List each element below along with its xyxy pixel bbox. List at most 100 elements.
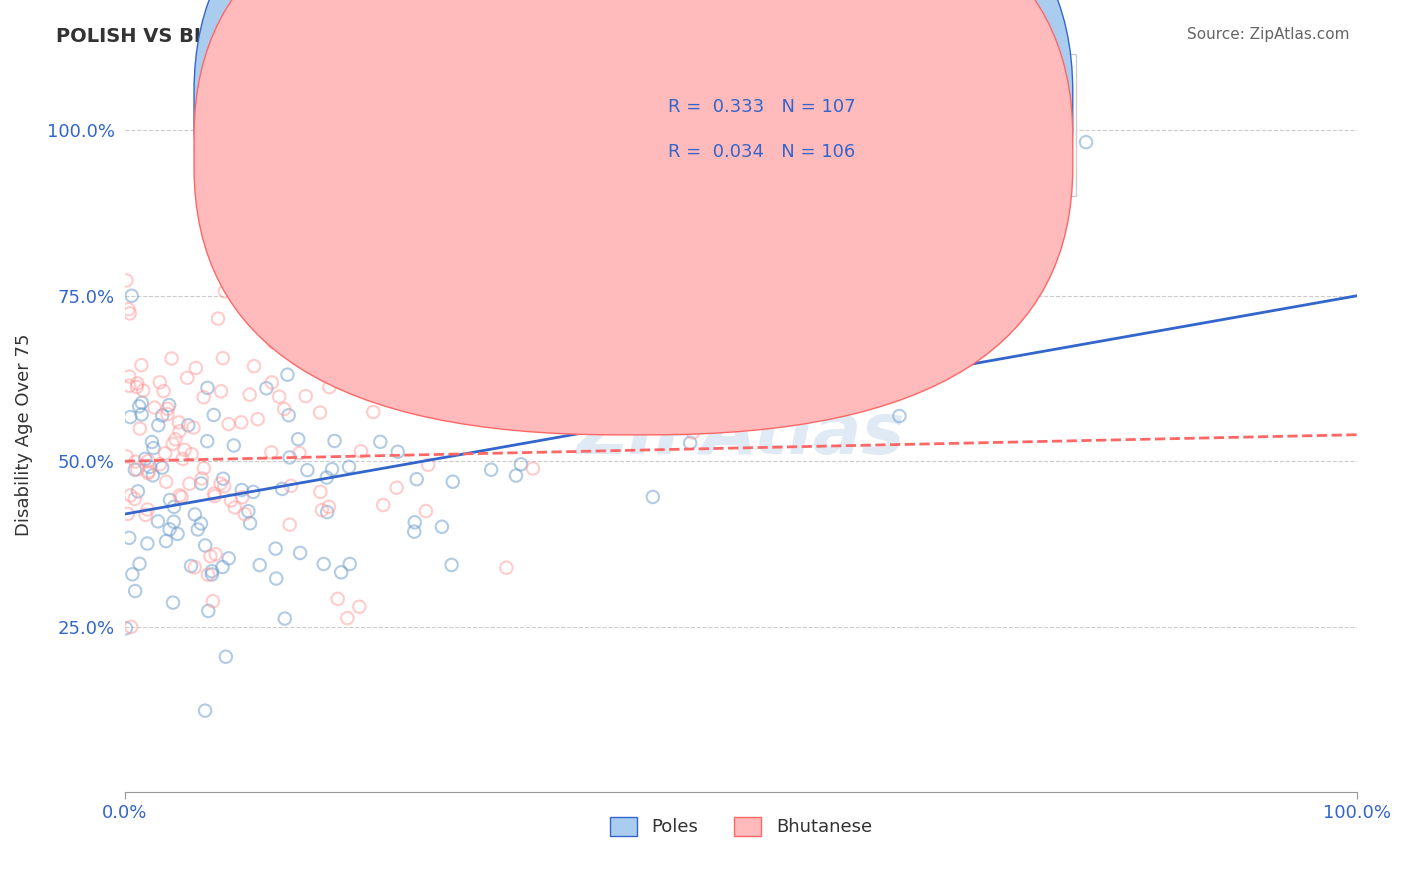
Point: [194, 704, 217, 718]
Point: [135, 508, 157, 522]
Point: [323, 434, 346, 448]
Text: POLISH VS BHUTANESE DISABILITY AGE OVER 75 CORRELATION CHART: POLISH VS BHUTANESE DISABILITY AGE OVER …: [56, 27, 830, 45]
Point: [509, 457, 531, 471]
Point: [318, 380, 340, 394]
Point: [1074, 135, 1097, 149]
Point: [263, 327, 285, 342]
Point: [278, 450, 301, 465]
Point: [231, 415, 253, 429]
Point: [176, 371, 198, 385]
Point: [214, 285, 236, 299]
Point: [170, 490, 193, 504]
Point: [505, 468, 527, 483]
Point: [142, 468, 165, 483]
Point: [157, 398, 180, 412]
Point: [150, 409, 173, 423]
Point: [387, 444, 409, 458]
Point: [117, 507, 139, 521]
Point: [134, 451, 156, 466]
Point: [128, 400, 150, 414]
Point: [128, 557, 150, 571]
Point: [202, 486, 225, 500]
Point: [197, 381, 219, 395]
Point: [118, 369, 141, 384]
Point: [124, 491, 146, 506]
Point: [138, 465, 160, 479]
Point: [124, 463, 146, 477]
Y-axis label: Disability Age Over 75: Disability Age Over 75: [15, 334, 32, 536]
Point: [264, 572, 287, 586]
Point: [440, 558, 463, 572]
Point: [418, 458, 440, 472]
Point: [195, 434, 218, 449]
Point: [149, 457, 172, 471]
Point: [479, 463, 502, 477]
Point: [243, 359, 266, 373]
Point: [118, 306, 141, 320]
Point: [179, 476, 201, 491]
Point: [120, 410, 142, 425]
Point: [212, 479, 235, 493]
Point: [239, 516, 262, 531]
Point: [330, 566, 353, 580]
Point: [385, 356, 408, 370]
Point: [318, 500, 340, 514]
Point: [278, 517, 301, 532]
Point: [153, 446, 176, 460]
Point: [440, 400, 463, 414]
Point: [128, 421, 150, 435]
Point: [492, 341, 515, 355]
Point: [207, 311, 229, 326]
Point: [274, 611, 297, 625]
Point: [117, 302, 139, 317]
Point: [263, 307, 285, 321]
Point: [139, 459, 162, 474]
Point: [519, 337, 541, 351]
Point: [209, 476, 232, 491]
Point: [155, 475, 177, 489]
Point: [131, 358, 153, 372]
Point: [231, 483, 253, 497]
Point: [197, 567, 219, 582]
Point: [260, 326, 283, 341]
Point: [679, 436, 702, 450]
Point: [183, 420, 205, 434]
Point: [294, 389, 316, 403]
Point: [202, 408, 225, 422]
Point: [124, 584, 146, 599]
Point: [201, 564, 224, 578]
Point: [173, 442, 195, 457]
Point: [152, 384, 174, 398]
Point: [169, 488, 191, 502]
Point: [218, 551, 240, 566]
Point: [454, 335, 477, 350]
Point: [162, 437, 184, 451]
Point: [273, 402, 295, 417]
Point: [773, 390, 796, 404]
Point: [155, 534, 177, 549]
Point: [136, 454, 159, 468]
Point: [211, 351, 233, 366]
Point: [860, 336, 883, 351]
Point: [215, 649, 238, 664]
Point: [405, 472, 427, 486]
Point: [156, 401, 179, 416]
Point: [204, 489, 226, 503]
Point: [190, 476, 212, 491]
Point: [136, 502, 159, 516]
Point: [127, 484, 149, 499]
Point: [200, 549, 222, 564]
Point: [224, 500, 246, 515]
Point: [415, 504, 437, 518]
Point: [264, 541, 287, 556]
Point: [890, 316, 912, 330]
Point: [488, 346, 510, 360]
Point: [309, 406, 332, 420]
Point: [645, 351, 668, 366]
Point: [309, 484, 332, 499]
Point: [370, 434, 392, 449]
Point: [354, 354, 377, 368]
Point: [136, 536, 159, 550]
Point: [254, 381, 277, 395]
Point: [461, 324, 484, 338]
